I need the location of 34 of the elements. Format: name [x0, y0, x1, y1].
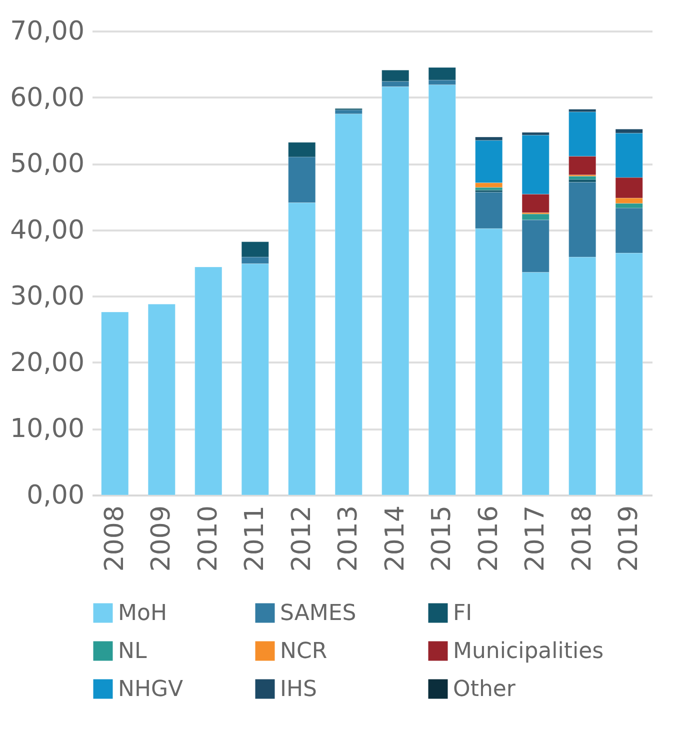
y-tick-label: 10,00: [10, 414, 84, 444]
x-tick-label: 2012: [286, 506, 317, 572]
x-tick-label: 2016: [474, 506, 504, 572]
x-tick-label: 2010: [193, 506, 224, 572]
x-tick-label: 2018: [567, 506, 598, 572]
x-tick-label: 2014: [380, 506, 410, 572]
legend-label: NL: [118, 639, 148, 664]
y-tick-label: 60,00: [10, 82, 84, 113]
bar: [194, 266, 222, 496]
legend-label: MoH: [118, 601, 167, 626]
legend-label: SAMES: [280, 601, 356, 626]
legend-label: Municipalities: [453, 639, 604, 664]
y-tick-label: 50,00: [10, 149, 84, 180]
x-tick-label: 2011: [240, 506, 270, 572]
x-tick-label: 2008: [100, 506, 130, 572]
y-tick-label: 20,00: [10, 348, 84, 378]
legend-label: IHS: [280, 677, 317, 702]
x-tick-label: 2013: [334, 506, 364, 572]
x-tick-label: 2019: [614, 506, 644, 572]
legend-label: NHGV: [118, 677, 184, 702]
bar: [101, 312, 129, 496]
y-tick-label: 70,00: [10, 16, 84, 46]
x-tick-label: 2015: [427, 506, 458, 572]
legend-label: FI: [453, 601, 472, 626]
bar: [428, 84, 456, 496]
x-tick-label: 2009: [146, 506, 177, 572]
legend-label: Other: [453, 677, 516, 702]
y-tick-label: 40,00: [10, 215, 84, 246]
y-tick-label: 0,00: [26, 480, 84, 510]
legend-label: NCR: [280, 639, 328, 664]
bar: [148, 304, 176, 496]
bar: [334, 114, 362, 496]
x-tick-label: 2017: [520, 506, 551, 572]
y-tick-label: 30,00: [10, 282, 84, 312]
